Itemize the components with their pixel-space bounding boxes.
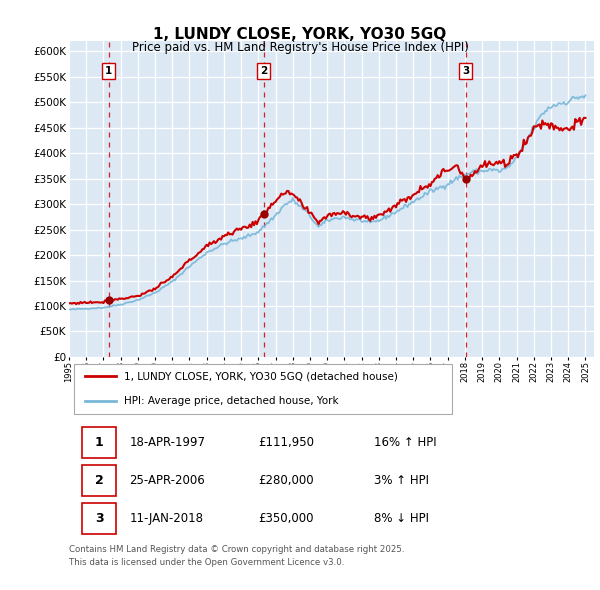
Text: 1, LUNDY CLOSE, YORK, YO30 5GQ (detached house): 1, LUNDY CLOSE, YORK, YO30 5GQ (detached…	[124, 371, 398, 381]
Text: HPI: Average price, detached house, York: HPI: Average price, detached house, York	[124, 396, 339, 407]
Text: £350,000: £350,000	[258, 512, 314, 525]
Text: 8% ↓ HPI: 8% ↓ HPI	[373, 512, 428, 525]
Text: 3: 3	[95, 512, 104, 525]
Text: 1: 1	[105, 66, 112, 76]
Text: Contains HM Land Registry data © Crown copyright and database right 2025.
This d: Contains HM Land Registry data © Crown c…	[69, 545, 404, 566]
Text: £111,950: £111,950	[258, 435, 314, 448]
FancyBboxPatch shape	[82, 465, 116, 496]
FancyBboxPatch shape	[74, 364, 452, 414]
Text: 2: 2	[95, 474, 104, 487]
Text: £280,000: £280,000	[258, 474, 314, 487]
FancyBboxPatch shape	[82, 503, 116, 534]
Text: 11-JAN-2018: 11-JAN-2018	[130, 512, 203, 525]
Text: 16% ↑ HPI: 16% ↑ HPI	[373, 435, 436, 448]
Text: 2: 2	[260, 66, 268, 76]
Text: 1: 1	[95, 435, 104, 448]
Text: 25-APR-2006: 25-APR-2006	[130, 474, 205, 487]
Text: 3% ↑ HPI: 3% ↑ HPI	[373, 474, 428, 487]
Text: 18-APR-1997: 18-APR-1997	[130, 435, 205, 448]
Text: 3: 3	[462, 66, 469, 76]
Text: 1, LUNDY CLOSE, YORK, YO30 5GQ: 1, LUNDY CLOSE, YORK, YO30 5GQ	[154, 27, 446, 41]
FancyBboxPatch shape	[82, 427, 116, 458]
Text: Price paid vs. HM Land Registry's House Price Index (HPI): Price paid vs. HM Land Registry's House …	[131, 41, 469, 54]
